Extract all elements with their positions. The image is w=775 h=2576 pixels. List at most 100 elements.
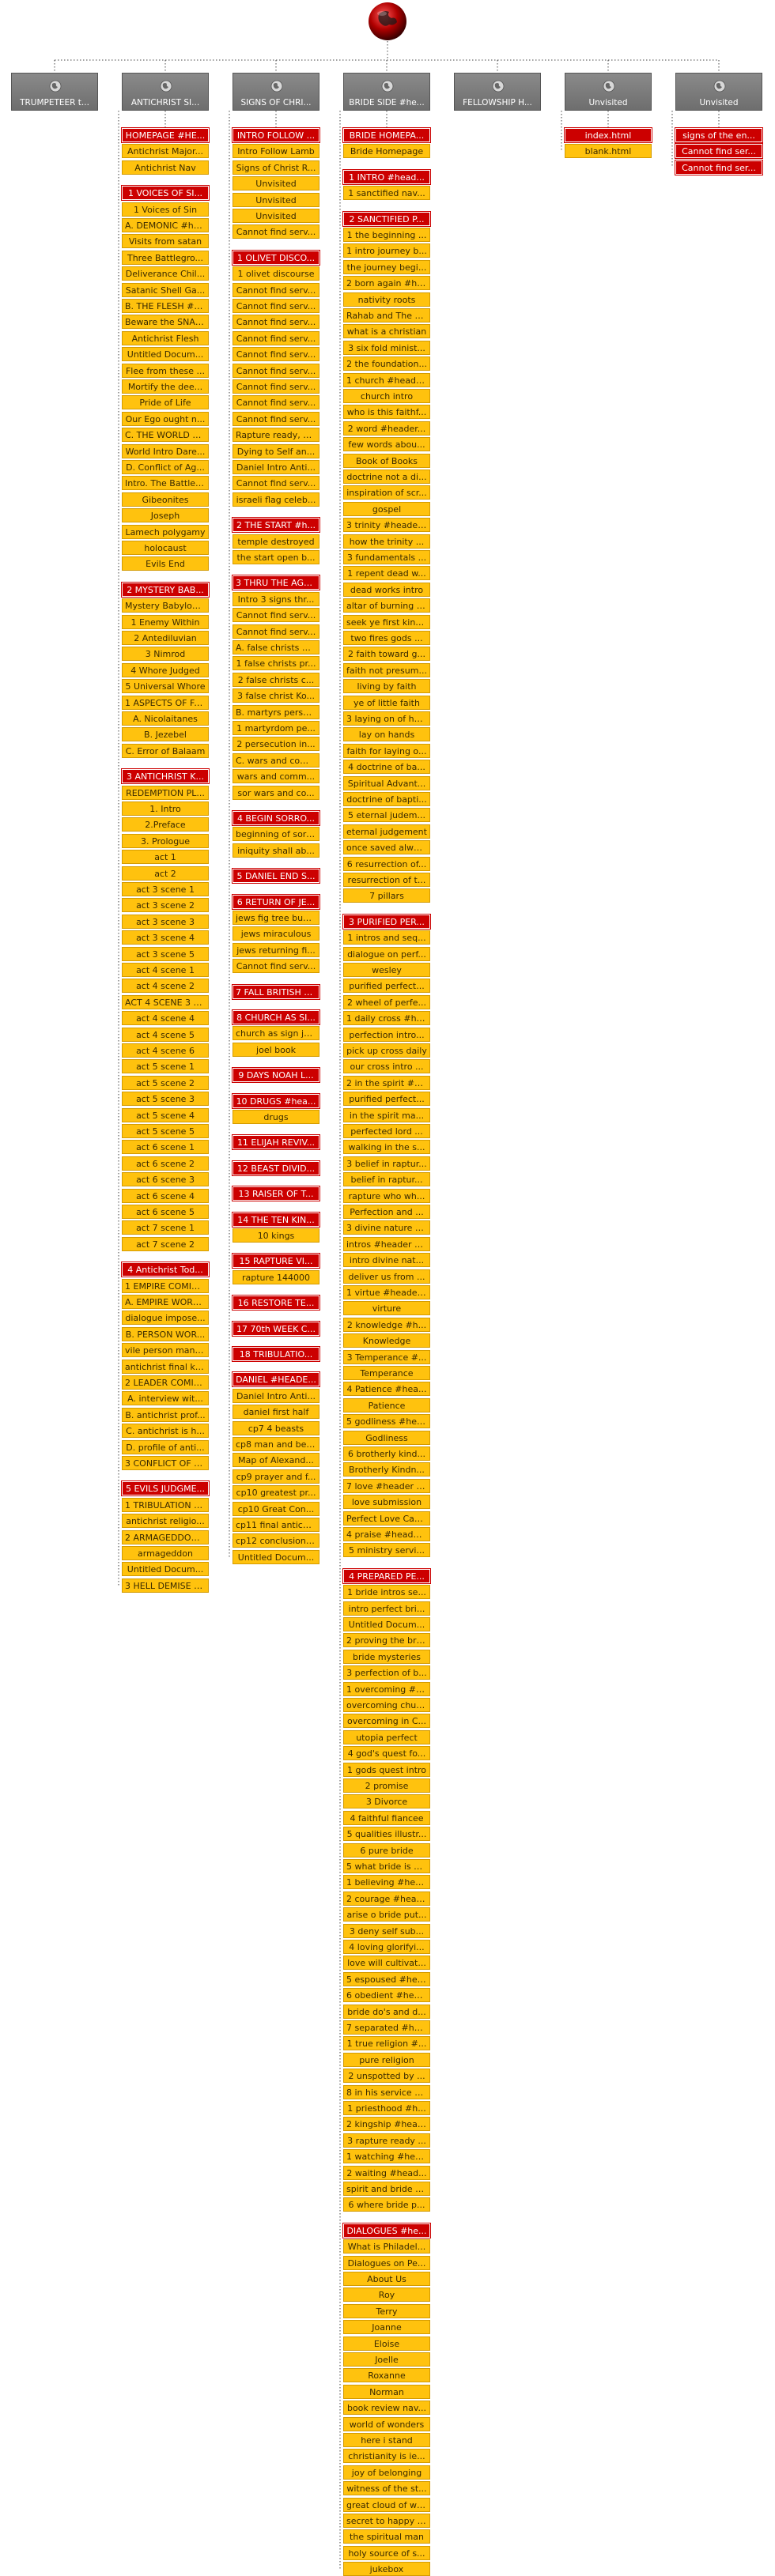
section-node[interactable]: 13 RAISER OF T... xyxy=(232,1186,320,1201)
page-node[interactable]: what is a christian xyxy=(343,324,430,338)
section-node[interactable]: 1 OLIVET DISCO... xyxy=(232,250,320,266)
page-node[interactable]: 3 perfection of b... xyxy=(343,1665,430,1680)
page-node[interactable]: C. wars and com... xyxy=(232,753,319,768)
page-node[interactable]: Unvisited xyxy=(232,176,319,190)
page-node[interactable]: 3 belief in raptur... xyxy=(343,1156,430,1171)
page-node[interactable]: 5 eternal judem... xyxy=(343,808,430,822)
page-node[interactable]: 2 wheel of perfe... xyxy=(343,995,430,1009)
page-node[interactable]: A. DEMONIC #he... xyxy=(122,218,209,232)
page-node[interactable]: act 3 scene 3 xyxy=(122,915,209,929)
page-node[interactable]: walking in the s... xyxy=(343,1140,430,1154)
page-node[interactable]: israeli flag celeb... xyxy=(232,492,319,507)
page-node[interactable]: act 4 scene 6 xyxy=(122,1043,209,1058)
page-node[interactable]: 3 trinity #header... xyxy=(343,518,430,532)
page-node[interactable]: seek ye first king... xyxy=(343,615,430,629)
section-node[interactable]: DIALOGUES #he... xyxy=(342,2223,431,2238)
page-node[interactable]: 2 ARMAGEDDON... xyxy=(122,1530,209,1544)
page-node[interactable]: cp10 greatest pr... xyxy=(232,1485,319,1499)
page-node[interactable]: act 6 scene 5 xyxy=(122,1205,209,1219)
page-node[interactable]: 2 the foundation... xyxy=(343,356,430,371)
page-node[interactable]: 1 true religion #... xyxy=(343,2036,430,2050)
page-node[interactable]: ye of little faith xyxy=(343,696,430,710)
page-node[interactable]: Evils End xyxy=(122,556,209,571)
page-node[interactable]: antichrist religio... xyxy=(122,1514,209,1528)
page-node[interactable]: Cannot find serv... xyxy=(232,331,319,345)
page-node[interactable]: Cannot find serv... xyxy=(232,959,319,973)
page-node[interactable]: intro divine nat... xyxy=(343,1253,430,1267)
section-node[interactable]: signs of the en... xyxy=(675,127,763,143)
page-node[interactable]: act 4 scene 5 xyxy=(122,1028,209,1042)
page-node[interactable]: 1 priesthood #h... xyxy=(343,2101,430,2115)
page-node[interactable]: church intro xyxy=(343,389,430,403)
section-node[interactable]: Cannot find ser... xyxy=(675,160,763,175)
page-node[interactable]: 4 praise #header... xyxy=(343,1527,430,1541)
page-node[interactable]: sor wars and co... xyxy=(232,786,319,800)
page-node[interactable]: perfected lord ... xyxy=(343,1124,430,1138)
page-node[interactable]: 2 false christs c... xyxy=(232,673,319,687)
page-node[interactable]: 2 in the spirit #h... xyxy=(343,1076,430,1090)
page-node[interactable]: Beware the SNARE xyxy=(122,315,209,329)
page-node[interactable]: C. antichrist is h... xyxy=(122,1424,209,1438)
page-node[interactable]: world of wonders xyxy=(343,2417,430,2431)
page-node[interactable]: Unvisited xyxy=(232,209,319,223)
page-node[interactable]: 1 repent dead w... xyxy=(343,566,430,580)
page-node[interactable]: 1 church #heade... xyxy=(343,373,430,387)
page-node[interactable]: A. EMPIRE WORL... xyxy=(122,1295,209,1309)
page-node[interactable]: Joanne xyxy=(343,2320,430,2334)
page-node[interactable]: Mystery Babylon... xyxy=(122,598,209,613)
page-node[interactable]: 6 obedient #hea... xyxy=(343,1988,430,2002)
page-node[interactable]: 3 HELL DEMISE #... xyxy=(122,1578,209,1593)
page-node[interactable]: resurrection of t... xyxy=(343,873,430,887)
page-node[interactable]: Untitled Docum... xyxy=(122,1562,209,1576)
page-node[interactable]: Brotherly Kindn... xyxy=(343,1462,430,1477)
page-node[interactable]: 4 doctrine of ba... xyxy=(343,760,430,774)
page-node[interactable]: rapture 144000 xyxy=(232,1270,319,1284)
page-node[interactable]: armageddon xyxy=(122,1546,209,1560)
page-node[interactable]: wesley xyxy=(343,963,430,977)
page-node[interactable]: dialogue impose... xyxy=(122,1311,209,1325)
page-node[interactable]: act 5 scene 2 xyxy=(122,1076,209,1090)
page-node[interactable]: deliver us from ... xyxy=(343,1269,430,1284)
page-node[interactable]: 5 ministry servi... xyxy=(343,1543,430,1557)
page-node[interactable]: once saved alwa... xyxy=(343,840,430,854)
page-node[interactable]: rapture who wh... xyxy=(343,1189,430,1203)
page-node[interactable]: intro perfect bri... xyxy=(343,1601,430,1616)
page-node[interactable]: bride do's and d... xyxy=(343,2005,430,2019)
page-node[interactable]: 10 kings xyxy=(232,1228,319,1243)
page-node[interactable]: the start open b... xyxy=(232,550,319,564)
page-node[interactable]: 4 faithful fiancee xyxy=(343,1811,430,1825)
page-node[interactable]: here i stand xyxy=(343,2433,430,2447)
page-node[interactable]: Visits from satan xyxy=(122,234,209,248)
page-node[interactable]: 3 CONFLICT OF F... xyxy=(122,1456,209,1470)
page-node[interactable]: 2 promise xyxy=(343,1778,430,1793)
page-node[interactable]: Temperance xyxy=(343,1366,430,1380)
page-node[interactable]: doctrine of bapti... xyxy=(343,792,430,806)
page-node[interactable]: Book of Books xyxy=(343,454,430,468)
page-node[interactable]: in the spirit ma... xyxy=(343,1108,430,1122)
page-node[interactable]: act 3 scene 4 xyxy=(122,930,209,945)
page-node[interactable]: joel book xyxy=(232,1043,319,1057)
page-node[interactable]: who is this faithf... xyxy=(343,405,430,419)
page-node[interactable]: act 3 scene 5 xyxy=(122,947,209,961)
page-node[interactable]: blank.html xyxy=(565,144,652,158)
page-node[interactable]: act 6 scene 2 xyxy=(122,1156,209,1171)
page-node[interactable]: beginning of sorr... xyxy=(232,827,319,841)
section-node[interactable]: 2 SANCTIFIED P... xyxy=(342,211,431,227)
page-node[interactable]: Deliverance Chil... xyxy=(122,266,209,281)
page-node[interactable]: 4 Whore Judged xyxy=(122,663,209,677)
section-node[interactable]: 10 DRUGS #hea... xyxy=(232,1093,320,1109)
page-node[interactable]: overcoming in C... xyxy=(343,1714,430,1728)
section-node[interactable]: 3 THRU THE AGE... xyxy=(232,575,320,590)
page-node[interactable]: holocaust xyxy=(122,541,209,555)
column-header[interactable]: Unvisited xyxy=(565,73,652,111)
page-node[interactable]: Antichrist Major... xyxy=(122,144,209,158)
page-node[interactable]: Daniel Intro Anti... xyxy=(232,460,319,474)
page-node[interactable]: 1 sanctified nav... xyxy=(343,186,430,200)
page-node[interactable]: act 5 scene 4 xyxy=(122,1108,209,1122)
page-node[interactable]: Cannot find serv... xyxy=(232,395,319,409)
page-node[interactable]: Cannot find serv... xyxy=(232,476,319,490)
page-node[interactable]: Knowledge xyxy=(343,1333,430,1348)
page-node[interactable]: act 4 scene 4 xyxy=(122,1011,209,1025)
section-node[interactable]: 4 PREPARED PE... xyxy=(342,1568,431,1584)
page-node[interactable]: Our Ego ought n... xyxy=(122,412,209,426)
